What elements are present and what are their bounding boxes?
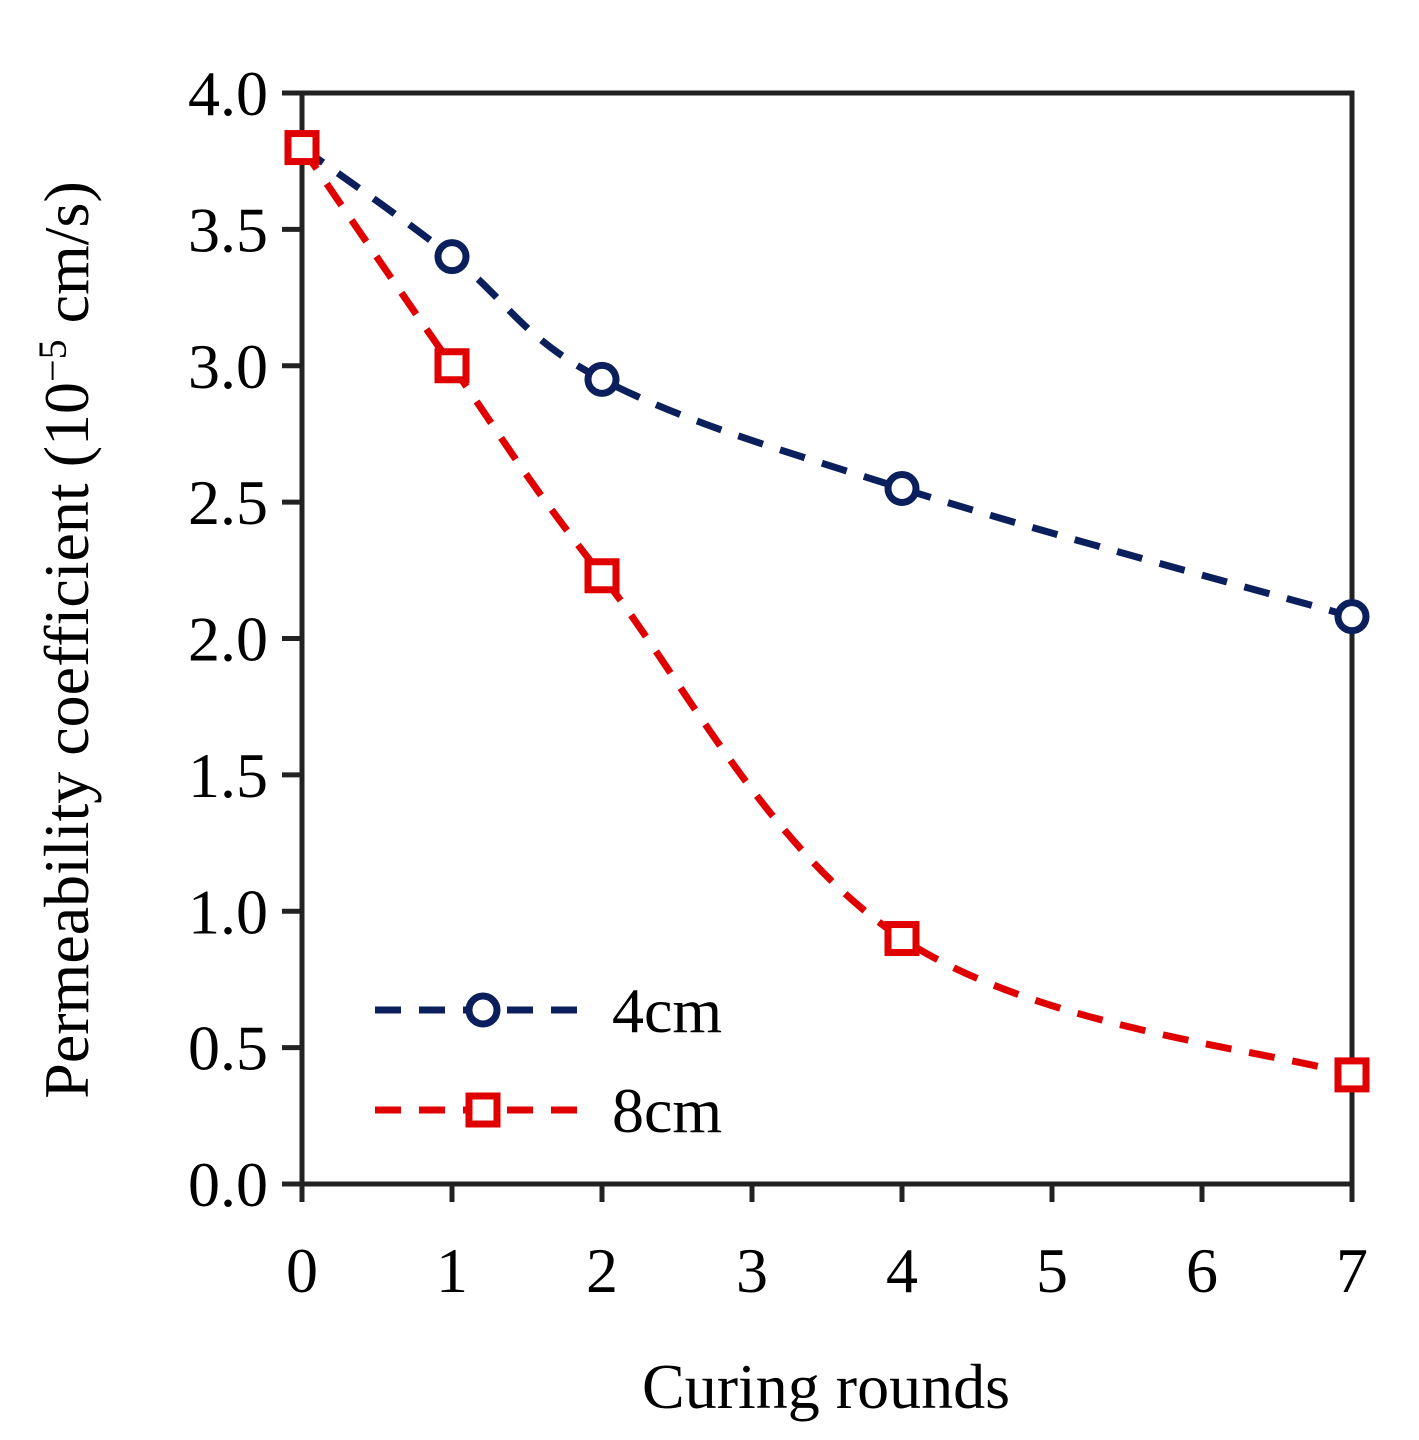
series-line-4cm (299, 144, 1353, 621)
y-axis-title-main: Permeability coefficient (10 (31, 382, 102, 1099)
data-point-4cm (1334, 599, 1370, 635)
data-point-8cm (584, 558, 620, 594)
series-line-8cm (299, 145, 1354, 1079)
x-tick-label: 5 (1036, 1235, 1068, 1306)
y-tick-label: 2.0 (188, 604, 268, 675)
x-tick-label: 7 (1336, 1235, 1368, 1306)
data-point-4cm (584, 361, 620, 397)
x-tick-label: 1 (436, 1235, 468, 1306)
legend-label: 4cm (612, 975, 722, 1046)
data-point-8cm (1334, 1057, 1370, 1093)
x-tick-label: 6 (1186, 1235, 1218, 1306)
x-tick-label: 0 (286, 1235, 318, 1306)
legend-label: 8cm (612, 1075, 722, 1146)
x-axis: 0 1 2 3 4 5 6 7 (286, 1184, 1368, 1306)
legend-item-8cm: 8cm (375, 1075, 722, 1146)
data-point-4cm (884, 470, 920, 506)
data-point-4cm (434, 239, 470, 275)
y-axis-title-exponent: −5 (30, 339, 75, 382)
y-tick-label: 3.5 (188, 194, 268, 265)
y-axis-title-unit: cm/s) (31, 181, 102, 339)
y-tick-label: 1.0 (188, 876, 268, 947)
data-point-8cm (434, 348, 470, 384)
x-axis-title: Curing rounds (642, 1351, 1010, 1422)
data-point-8cm (884, 921, 920, 957)
y-tick-label: 0.0 (188, 1149, 268, 1220)
y-tick-label: 3.0 (188, 331, 268, 402)
y-tick-label: 1.5 (188, 740, 268, 811)
x-tick-label: 2 (586, 1235, 618, 1306)
legend-marker (465, 1092, 501, 1128)
series-8cm (284, 130, 1370, 1093)
x-tick-label: 4 (886, 1235, 918, 1306)
legend-item-4cm: 4cm (375, 975, 722, 1046)
y-tick-label: 0.5 (188, 1013, 268, 1084)
y-axis: 0.0 0.5 1.0 1.5 2.0 2.5 3.0 3.5 4.0 (188, 58, 302, 1220)
y-tick-label: 4.0 (188, 58, 268, 129)
x-tick-label: 3 (736, 1235, 768, 1306)
data-point-8cm (284, 130, 320, 166)
y-axis-title: Permeability coefficient (10−5 cm/s) (30, 181, 102, 1099)
series-layer (284, 130, 1370, 1093)
y-tick-label: 2.5 (188, 467, 268, 538)
legend-marker (465, 992, 501, 1028)
